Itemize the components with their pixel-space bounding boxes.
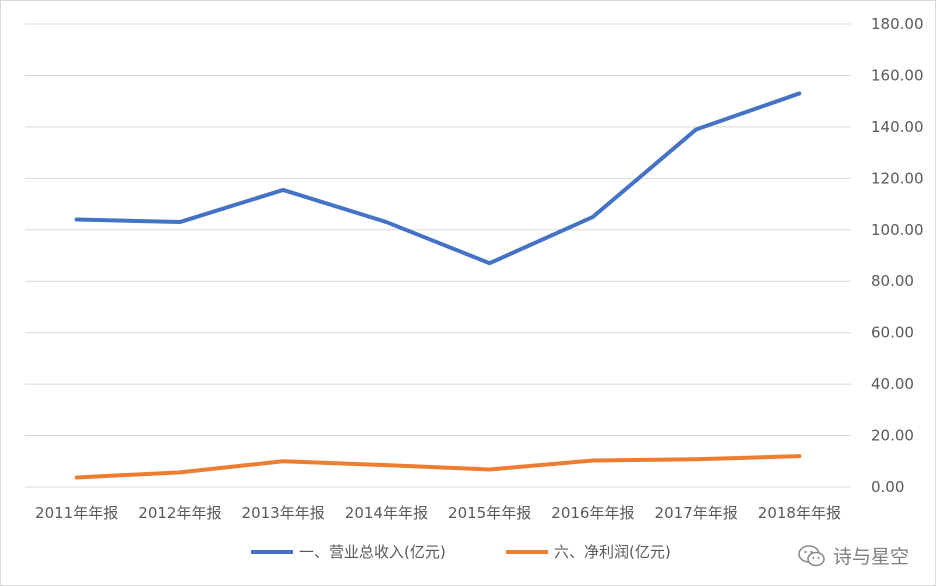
- series-line-1: [74, 91, 802, 266]
- x-tick-label: 2011年年报: [35, 504, 118, 522]
- series-lines: [74, 91, 802, 480]
- x-tick-label: 2014年年报: [345, 504, 428, 522]
- x-tick-label: 2016年年报: [551, 504, 634, 522]
- wechat-icon: [798, 544, 825, 566]
- y-tick-label: 80.00: [871, 272, 914, 290]
- y-tick-label: 100.00: [871, 221, 924, 239]
- y-tick-label: 180.00: [871, 15, 924, 33]
- x-tick-label: 2015年年报: [448, 504, 531, 522]
- x-tick-label: 2018年年报: [758, 504, 841, 522]
- watermark: 诗与星空: [797, 542, 909, 569]
- x-tick-label: 2013年年报: [242, 504, 325, 522]
- y-axis-ticks: 0.00 20.00 40.00 60.00 80.00 100.00 120.00 140.…: [871, 15, 924, 496]
- legend: 一、营业总收入(亿元) 六、净利润(亿元): [251, 543, 671, 561]
- y-tick-label: 20.00: [871, 427, 914, 445]
- y-tick-label: 0.00: [871, 478, 904, 496]
- y-tick-label: 140.00: [871, 118, 924, 136]
- x-tick-label: 2012年年报: [138, 504, 221, 522]
- y-tick-label: 60.00: [871, 324, 914, 342]
- y-tick-label: 40.00: [871, 375, 914, 393]
- x-axis-ticks: 2011年年报 2012年年报 2013年年报 2014年年报 2015年年报 2016年…: [35, 504, 841, 522]
- x-tick-label: 2017年年报: [655, 504, 738, 522]
- series-line-2: [74, 454, 802, 480]
- y-tick-label: 120.00: [871, 169, 924, 187]
- watermark-text: 诗与星空: [832, 546, 909, 568]
- gridlines: [25, 23, 851, 488]
- legend-label: 一、营业总收入(亿元): [299, 543, 446, 561]
- legend-label: 六、净利润(亿元): [554, 543, 671, 561]
- y-tick-label: 160.00: [871, 66, 924, 84]
